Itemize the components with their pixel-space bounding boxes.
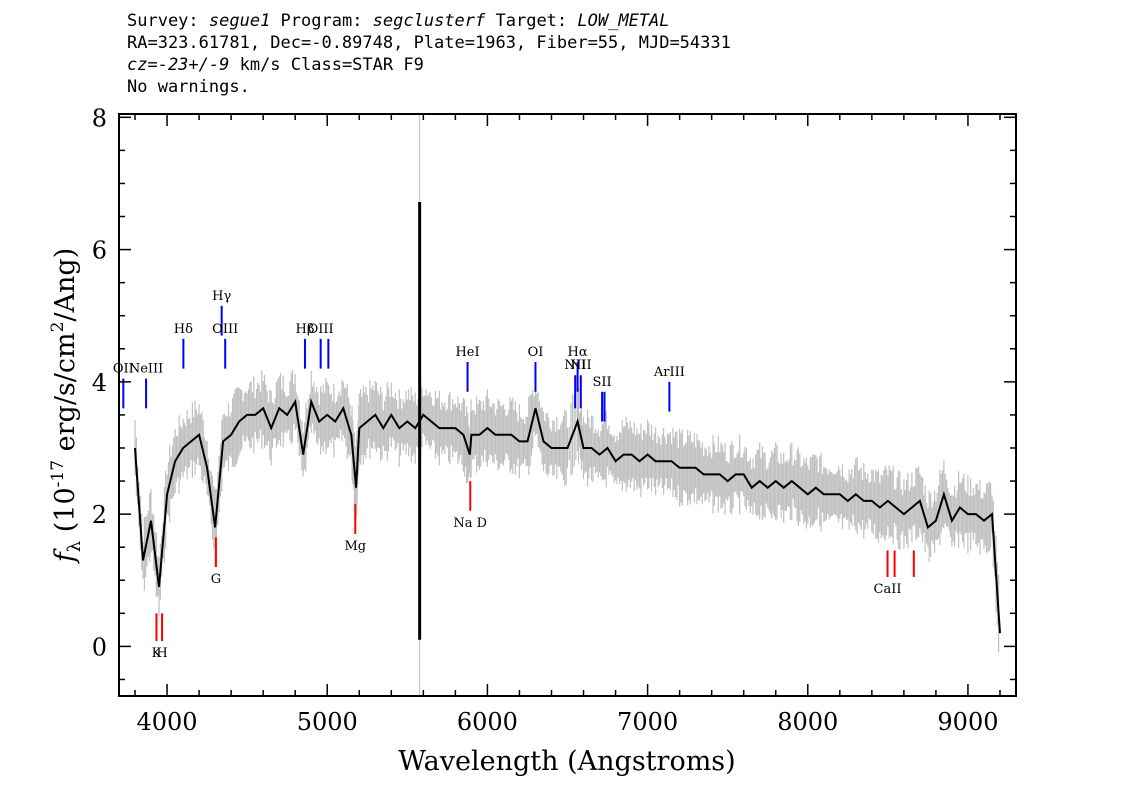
target-label: Target: <box>485 11 578 31</box>
spectrum-header: Survey: segue1 Program: segclusterf Targ… <box>127 10 731 98</box>
y-tick-label: 8 <box>92 104 107 132</box>
flux-series <box>134 114 1001 696</box>
absorption-line-label: CaII <box>874 582 902 597</box>
emission-line-label: OI <box>528 345 544 360</box>
x-tick-label: 7000 <box>617 708 678 736</box>
y-tick-label: 4 <box>92 369 107 397</box>
x-tick-label: 9000 <box>937 708 998 736</box>
header-line-redshift: cz=-23+/-9 km/s Class=STAR F9 <box>127 54 731 76</box>
emission-line-label: OIII <box>308 322 334 337</box>
emission-line-label: HeI <box>455 345 479 360</box>
x-tick-label: 8000 <box>777 708 838 736</box>
cz-value: cz=-23+/-9 <box>127 55 230 75</box>
x-tick-label: 5000 <box>297 708 358 736</box>
x-tick-label: 6000 <box>457 708 518 736</box>
y-axis-label: fλ (10-17 erg/s/cm2/Ang) <box>48 248 85 564</box>
emission-line-label: Hα <box>568 345 588 360</box>
emission-line-label: NII <box>564 358 586 373</box>
emission-line-label: Hγ <box>212 289 231 304</box>
emission-line-label: NeIII <box>129 362 163 377</box>
program-label: Program: <box>270 11 373 31</box>
header-line-survey: Survey: segue1 Program: segclusterf Targ… <box>127 10 731 32</box>
emission-line-label: Hδ <box>174 322 193 337</box>
y-tick-label: 2 <box>92 501 107 529</box>
absorption-line-label: G <box>211 572 221 587</box>
target-value: LOW_METAL <box>577 11 670 31</box>
axes: 4000 5000 6000 7000 8000 9000 0 2 4 6 8 <box>92 104 1016 736</box>
y-tick-label: 0 <box>92 633 107 661</box>
emission-line-label: ArIII <box>653 365 685 380</box>
header-line-coordinates: RA=323.61781, Dec=-0.89748, Plate=1963, … <box>127 33 731 53</box>
emission-line-label: NII <box>570 358 592 373</box>
class-text: km/s Class=STAR F9 <box>229 55 424 75</box>
flux-line <box>134 397 1001 634</box>
emission-line-label: SII <box>593 375 612 390</box>
emission-line-label: OIII <box>212 322 238 337</box>
absorption-line-label: Na D <box>453 516 487 531</box>
y-tick-label: 6 <box>92 237 107 265</box>
absorption-line-label: Mg <box>344 539 366 554</box>
x-axis-label: Wavelength (Angstroms) <box>398 746 735 777</box>
plot-frame <box>118 113 1017 697</box>
program-value: segclusterf <box>372 11 486 31</box>
x-tick-label: 4000 <box>137 708 198 736</box>
survey-label: Survey: <box>127 11 209 31</box>
emission-line-label: Hβ <box>296 322 315 337</box>
absorption-line-label: K <box>152 646 162 661</box>
absorption-line-label: H <box>156 646 167 661</box>
survey-value: segue1 <box>208 11 271 31</box>
header-line-warnings: No warnings. <box>127 77 250 97</box>
